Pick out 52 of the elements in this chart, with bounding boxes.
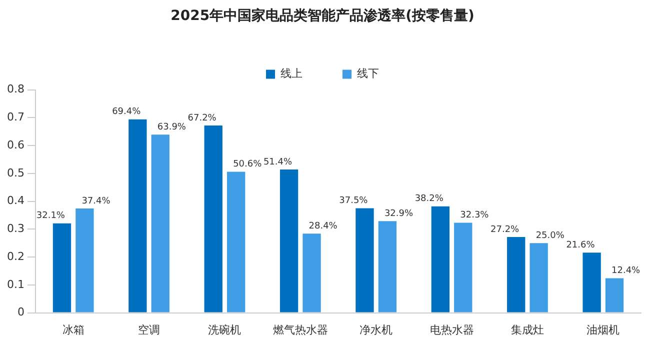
x-tick-label: 燃气热水器	[272, 323, 328, 336]
y-tick-label: 0.3	[6, 222, 24, 236]
data-label: 21.6%	[566, 240, 596, 250]
x-tick-label: 净水机	[360, 323, 393, 336]
x-tick-label: 空调	[138, 323, 160, 336]
x-tick-label: 油烟机	[586, 323, 620, 336]
y-tick-label: 0.6	[6, 138, 24, 152]
bar	[52, 223, 72, 312]
bar	[378, 221, 397, 312]
bar	[356, 208, 374, 312]
bar	[226, 172, 246, 312]
data-label: 32.9%	[384, 208, 414, 219]
data-label: 27.2%	[490, 224, 520, 235]
bar	[530, 243, 548, 312]
y-tick-label: 0.1	[6, 278, 24, 291]
bar	[204, 125, 222, 312]
bar	[128, 119, 147, 312]
bar	[76, 208, 94, 312]
data-label: 37.4%	[82, 196, 111, 206]
bar	[302, 234, 321, 312]
data-label: 50.6%	[233, 160, 262, 170]
y-tick-label: 0.5	[6, 166, 24, 180]
data-label: 37.5%	[339, 196, 368, 206]
legend-label: 线上	[280, 67, 302, 80]
x-tick-label: 集成灶	[510, 323, 544, 336]
legend-label: 线下	[357, 67, 379, 80]
data-label: 12.4%	[612, 266, 641, 276]
chart-title: 2025年中国家电品类智能产品渗透率(按零售量)	[170, 7, 474, 24]
x-tick-label: 洗碗机	[208, 323, 242, 336]
y-tick-label: 0.4	[6, 194, 24, 208]
data-label: 32.1%	[36, 211, 66, 222]
y-tick-label: 0.8	[6, 82, 24, 96]
data-label: 63.9%	[157, 122, 186, 133]
y-tick-label: 0.2	[6, 250, 24, 263]
bar	[431, 206, 450, 312]
data-label: 25.0%	[536, 230, 565, 241]
data-label: 69.4%	[112, 107, 142, 118]
x-tick-label: 电热水器	[430, 323, 474, 336]
bar	[605, 278, 624, 312]
bar	[151, 134, 170, 312]
bar	[582, 252, 601, 312]
data-label: 28.4%	[308, 221, 338, 232]
data-label: 38.2%	[414, 194, 444, 204]
y-tick-label: 0.7	[6, 110, 24, 124]
bar	[280, 170, 298, 312]
x-tick-label: 冰箱	[62, 323, 84, 336]
bar	[507, 236, 526, 312]
data-label: 51.4%	[263, 157, 292, 168]
data-label: 32.3%	[460, 210, 490, 221]
bar	[454, 222, 472, 312]
y-tick-label: 0	[17, 306, 24, 319]
data-label: 67.2%	[188, 113, 217, 124]
